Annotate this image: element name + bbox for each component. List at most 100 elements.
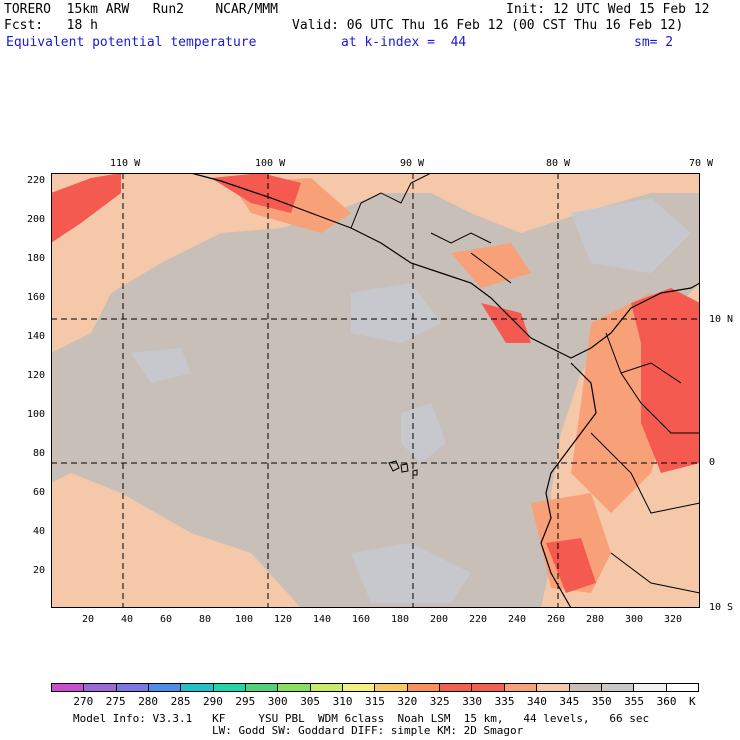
y-tick: 80 xyxy=(33,448,46,459)
red-patch xyxy=(51,173,121,243)
smoothing: sm= 2 xyxy=(634,35,674,50)
colorbar-swatch xyxy=(569,684,602,691)
colorbar-label: 330 xyxy=(462,695,483,708)
colorbar-swatch xyxy=(116,684,150,691)
colorbar-swatch xyxy=(375,684,408,691)
colorbar-swatch xyxy=(278,684,311,691)
x-tick: 140 xyxy=(313,614,332,625)
theta-e-map xyxy=(51,173,700,608)
border xyxy=(350,173,700,594)
map-frame xyxy=(51,173,700,608)
x-tick: 160 xyxy=(352,614,371,625)
y-tick: 100 xyxy=(27,409,46,420)
model-title: TORERO 15km ARW Run2 NCAR/MMM xyxy=(4,2,278,17)
colorbar-label: 275 xyxy=(105,695,126,708)
colorbar-label: 350 xyxy=(591,695,612,708)
colorbar-swatch xyxy=(149,684,182,691)
lightgray-patch xyxy=(351,283,441,343)
model-physics: LW: Godd SW: Goddard DIFF: simple KM: 2D… xyxy=(212,724,524,737)
colorbar-label: 345 xyxy=(559,695,580,708)
model-info: Model Info: V3.3.1 KF YSU PBL WDM 6class… xyxy=(73,712,650,725)
colorbar-swatch xyxy=(440,684,473,691)
colorbar-swatch xyxy=(601,684,635,691)
colorbar-label: 325 xyxy=(429,695,450,708)
x-tick: 40 xyxy=(121,614,134,625)
colorbar-swatch xyxy=(666,684,698,691)
x-tick: 280 xyxy=(586,614,605,625)
y-tick: 120 xyxy=(27,370,46,381)
colorbar-label: 335 xyxy=(494,695,515,708)
level-index: at k-index = 44 xyxy=(341,35,467,50)
field-name: Equivalent potential temperature xyxy=(6,35,257,50)
lightgray-patch xyxy=(401,403,446,463)
colorbar-label: 270 xyxy=(73,695,94,708)
coastline xyxy=(190,173,700,359)
red-patch xyxy=(481,303,531,343)
y-tick: 160 xyxy=(27,292,46,303)
colorbar-swatch xyxy=(537,684,570,691)
lat-label-10n: 10 N xyxy=(709,314,734,325)
y-tick: 40 xyxy=(33,526,46,537)
x-tick: 60 xyxy=(160,614,173,625)
x-tick: 120 xyxy=(274,614,293,625)
colorbar-swatch xyxy=(407,684,441,691)
colorbar-label: 300 xyxy=(267,695,288,708)
colorbar-swatch xyxy=(472,684,505,691)
x-tick: 260 xyxy=(547,614,566,625)
graticule xyxy=(51,173,700,608)
coastline xyxy=(540,362,597,608)
lon-label-90w: 90 W xyxy=(400,158,425,169)
colorbar-swatch xyxy=(310,684,344,691)
red-patch xyxy=(546,538,596,593)
valid-time: Valid: 06 UTC Thu 16 Feb 12 (00 CST Thu … xyxy=(292,18,684,33)
colorbar-label: 305 xyxy=(300,695,321,708)
red-patch xyxy=(631,288,700,473)
lightgray-patch xyxy=(351,543,471,603)
x-tick: 200 xyxy=(430,614,449,625)
colorbar-swatch xyxy=(343,684,376,691)
colorbar-label: 340 xyxy=(527,695,547,708)
init-time: Init: 12 UTC Wed 15 Feb 12 xyxy=(506,2,710,17)
y-tick: 60 xyxy=(33,487,46,498)
forecast-hour: Fcst: 18 h xyxy=(4,18,98,33)
lon-label-100w: 100 W xyxy=(255,158,286,169)
colorbar-swatch xyxy=(84,684,117,691)
colorbar-label: K xyxy=(689,695,696,708)
colorbar-swatch xyxy=(213,684,247,691)
colorbar-swatch xyxy=(52,684,85,691)
lightgray-patch xyxy=(571,198,691,273)
colorbar-swatch xyxy=(181,684,214,691)
colorbar-swatch xyxy=(246,684,279,691)
x-tick: 20 xyxy=(82,614,95,625)
y-tick: 140 xyxy=(27,331,46,342)
lat-label-10s: 10 S xyxy=(709,602,734,613)
lon-label-80w: 80 W xyxy=(546,158,571,169)
x-tick: 320 xyxy=(664,614,683,625)
colorbar-label: 295 xyxy=(235,695,256,708)
colorbar-swatch xyxy=(634,684,667,691)
colorbar-label: 355 xyxy=(624,695,645,708)
colorbar-label: 315 xyxy=(365,695,385,708)
colorbar-label: 290 xyxy=(203,695,223,708)
y-tick: 180 xyxy=(27,253,46,264)
lat-label-eq: 0 xyxy=(709,457,716,468)
x-tick: 220 xyxy=(469,614,488,625)
colorbar-label: 320 xyxy=(397,695,418,708)
x-tick: 80 xyxy=(199,614,212,625)
colorbar-label: 280 xyxy=(138,695,159,708)
lon-label-70w: 70 W xyxy=(689,158,714,169)
lightgray-patch xyxy=(131,348,191,383)
colorbar xyxy=(51,683,699,692)
x-tick: 180 xyxy=(391,614,410,625)
colorbar-label: 310 xyxy=(332,695,353,708)
y-tick: 20 xyxy=(33,565,46,576)
y-tick: 220 xyxy=(27,175,46,186)
x-tick: 100 xyxy=(235,614,254,625)
colorbar-label: 360 xyxy=(656,695,677,708)
colorbar-swatch xyxy=(504,684,538,691)
salmon-patch xyxy=(451,243,531,288)
x-tick: 240 xyxy=(508,614,527,625)
y-tick: 200 xyxy=(27,214,46,225)
lon-label-110w: 110 W xyxy=(110,158,141,169)
x-tick: 300 xyxy=(625,614,644,625)
